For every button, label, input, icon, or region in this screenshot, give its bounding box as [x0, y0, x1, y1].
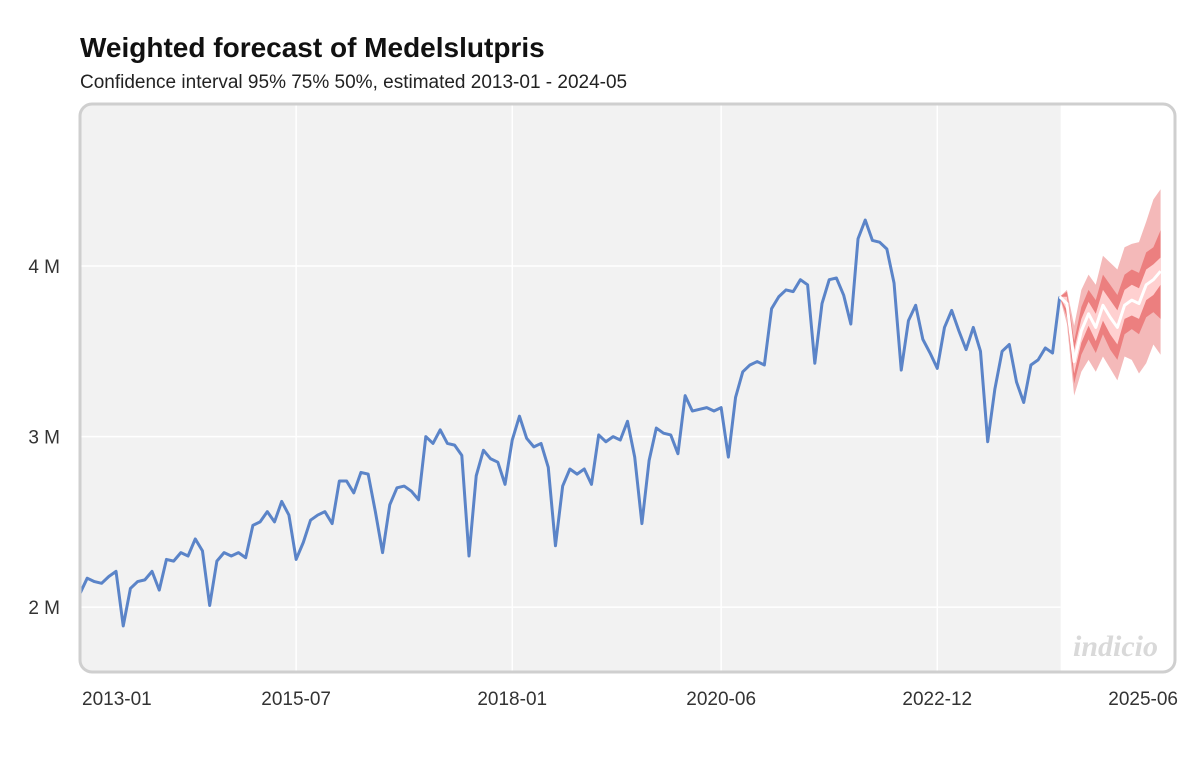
x-tick-label: 2013-01 [82, 689, 152, 710]
x-axis-ticks: 2013-01 2015-07 2018-01 2020-06 2022-12 2025-… [82, 689, 1178, 710]
x-tick-label: 2018-01 [477, 689, 547, 710]
forecast-region [1060, 105, 1174, 671]
history-line [78, 218, 1062, 628]
chart-subtitle: Confidence interval 95% 75% 50%, estimat… [80, 72, 628, 93]
chart-title: Weighted forecast of Medelslutpris [80, 32, 545, 63]
forecast-line [1058, 270, 1162, 364]
y-tick-label: 4 M [28, 257, 60, 278]
x-tick-label: 2015-07 [261, 689, 331, 710]
series-lines [78, 218, 1162, 628]
x-tick-label: 2025-06 [1108, 689, 1178, 710]
y-tick-label: 2 M [28, 598, 60, 619]
plot-background [80, 104, 1175, 672]
x-tick-label: 2020-06 [686, 689, 756, 710]
plot-frame [78, 102, 1177, 674]
x-tick-label: 2022-12 [902, 689, 972, 710]
y-axis-ticks: 2 M 3 M 4 M [28, 257, 60, 619]
y-tick-label: 3 M [28, 428, 60, 449]
indicio-watermark: indicio [1073, 630, 1158, 663]
